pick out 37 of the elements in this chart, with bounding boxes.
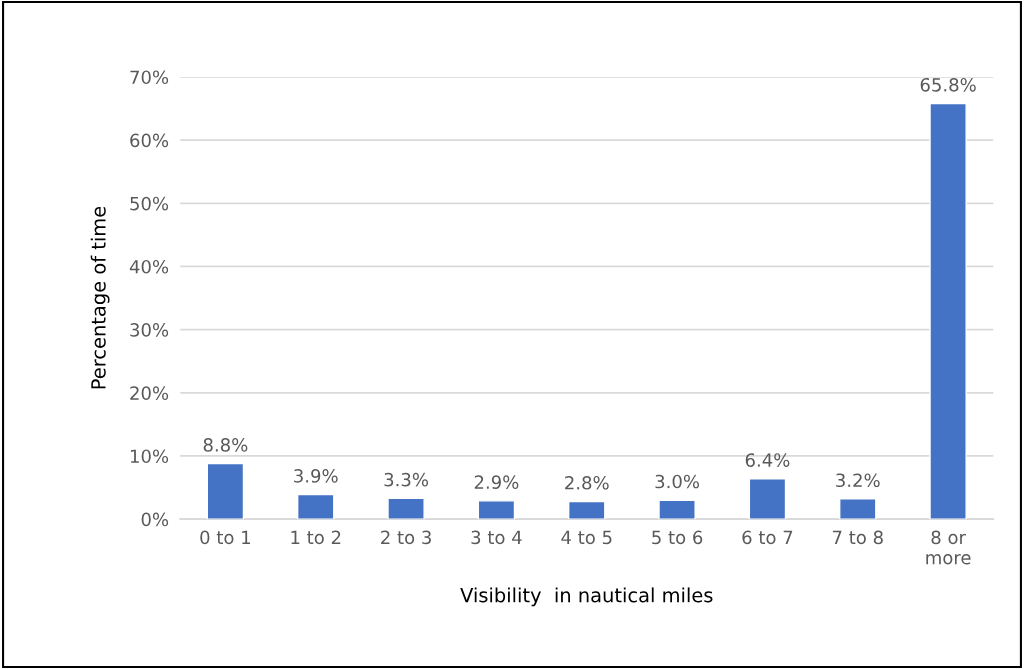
bar xyxy=(839,498,877,520)
y-tick-label: 0% xyxy=(141,512,169,527)
x-tick-label: 1 to 2 xyxy=(291,530,341,545)
data-label: 3.3% xyxy=(384,472,429,487)
x-tick-label: 3 to 4 xyxy=(471,530,522,545)
y-tick-label: 60% xyxy=(130,133,169,148)
data-label: 3.9% xyxy=(294,469,338,483)
bar xyxy=(477,500,516,520)
data-label: 8.8% xyxy=(203,438,248,452)
x-tick-label: 0 to 1 xyxy=(200,530,251,545)
y-tick-label: 70% xyxy=(130,70,169,85)
x-axis-title: Visibility in nautical miles xyxy=(460,587,713,607)
x-tick-label: 8 or more xyxy=(926,530,971,565)
bar xyxy=(929,102,967,520)
y-tick-label: 40% xyxy=(129,259,169,274)
bar xyxy=(567,500,606,520)
y-tick-label: 30% xyxy=(130,323,169,337)
bar xyxy=(206,462,245,520)
bar xyxy=(748,478,787,520)
x-tick-label: 5 to 6 xyxy=(652,530,703,545)
data-label: 2.9% xyxy=(474,475,519,489)
x-tick-label: 2 to 3 xyxy=(381,530,431,545)
y-axis-title: Percentage of time xyxy=(90,206,110,389)
y-tick-label: 50% xyxy=(130,196,169,211)
data-label: 3.2% xyxy=(836,473,880,488)
bar xyxy=(296,493,335,520)
x-tick-label: 6 to 7 xyxy=(742,530,793,545)
data-label: 65.8% xyxy=(920,77,976,92)
y-tick-label: 20% xyxy=(130,386,169,400)
x-tick-label: 7 to 8 xyxy=(832,530,883,545)
bar xyxy=(658,499,696,520)
data-label: 2.8% xyxy=(565,475,609,490)
x-tick-label: 4 to 5 xyxy=(561,530,612,545)
data-label: 6.4% xyxy=(745,453,790,467)
y-tick-label: 10% xyxy=(130,449,169,464)
bar xyxy=(387,497,425,520)
data-label: 3.0% xyxy=(655,474,700,489)
